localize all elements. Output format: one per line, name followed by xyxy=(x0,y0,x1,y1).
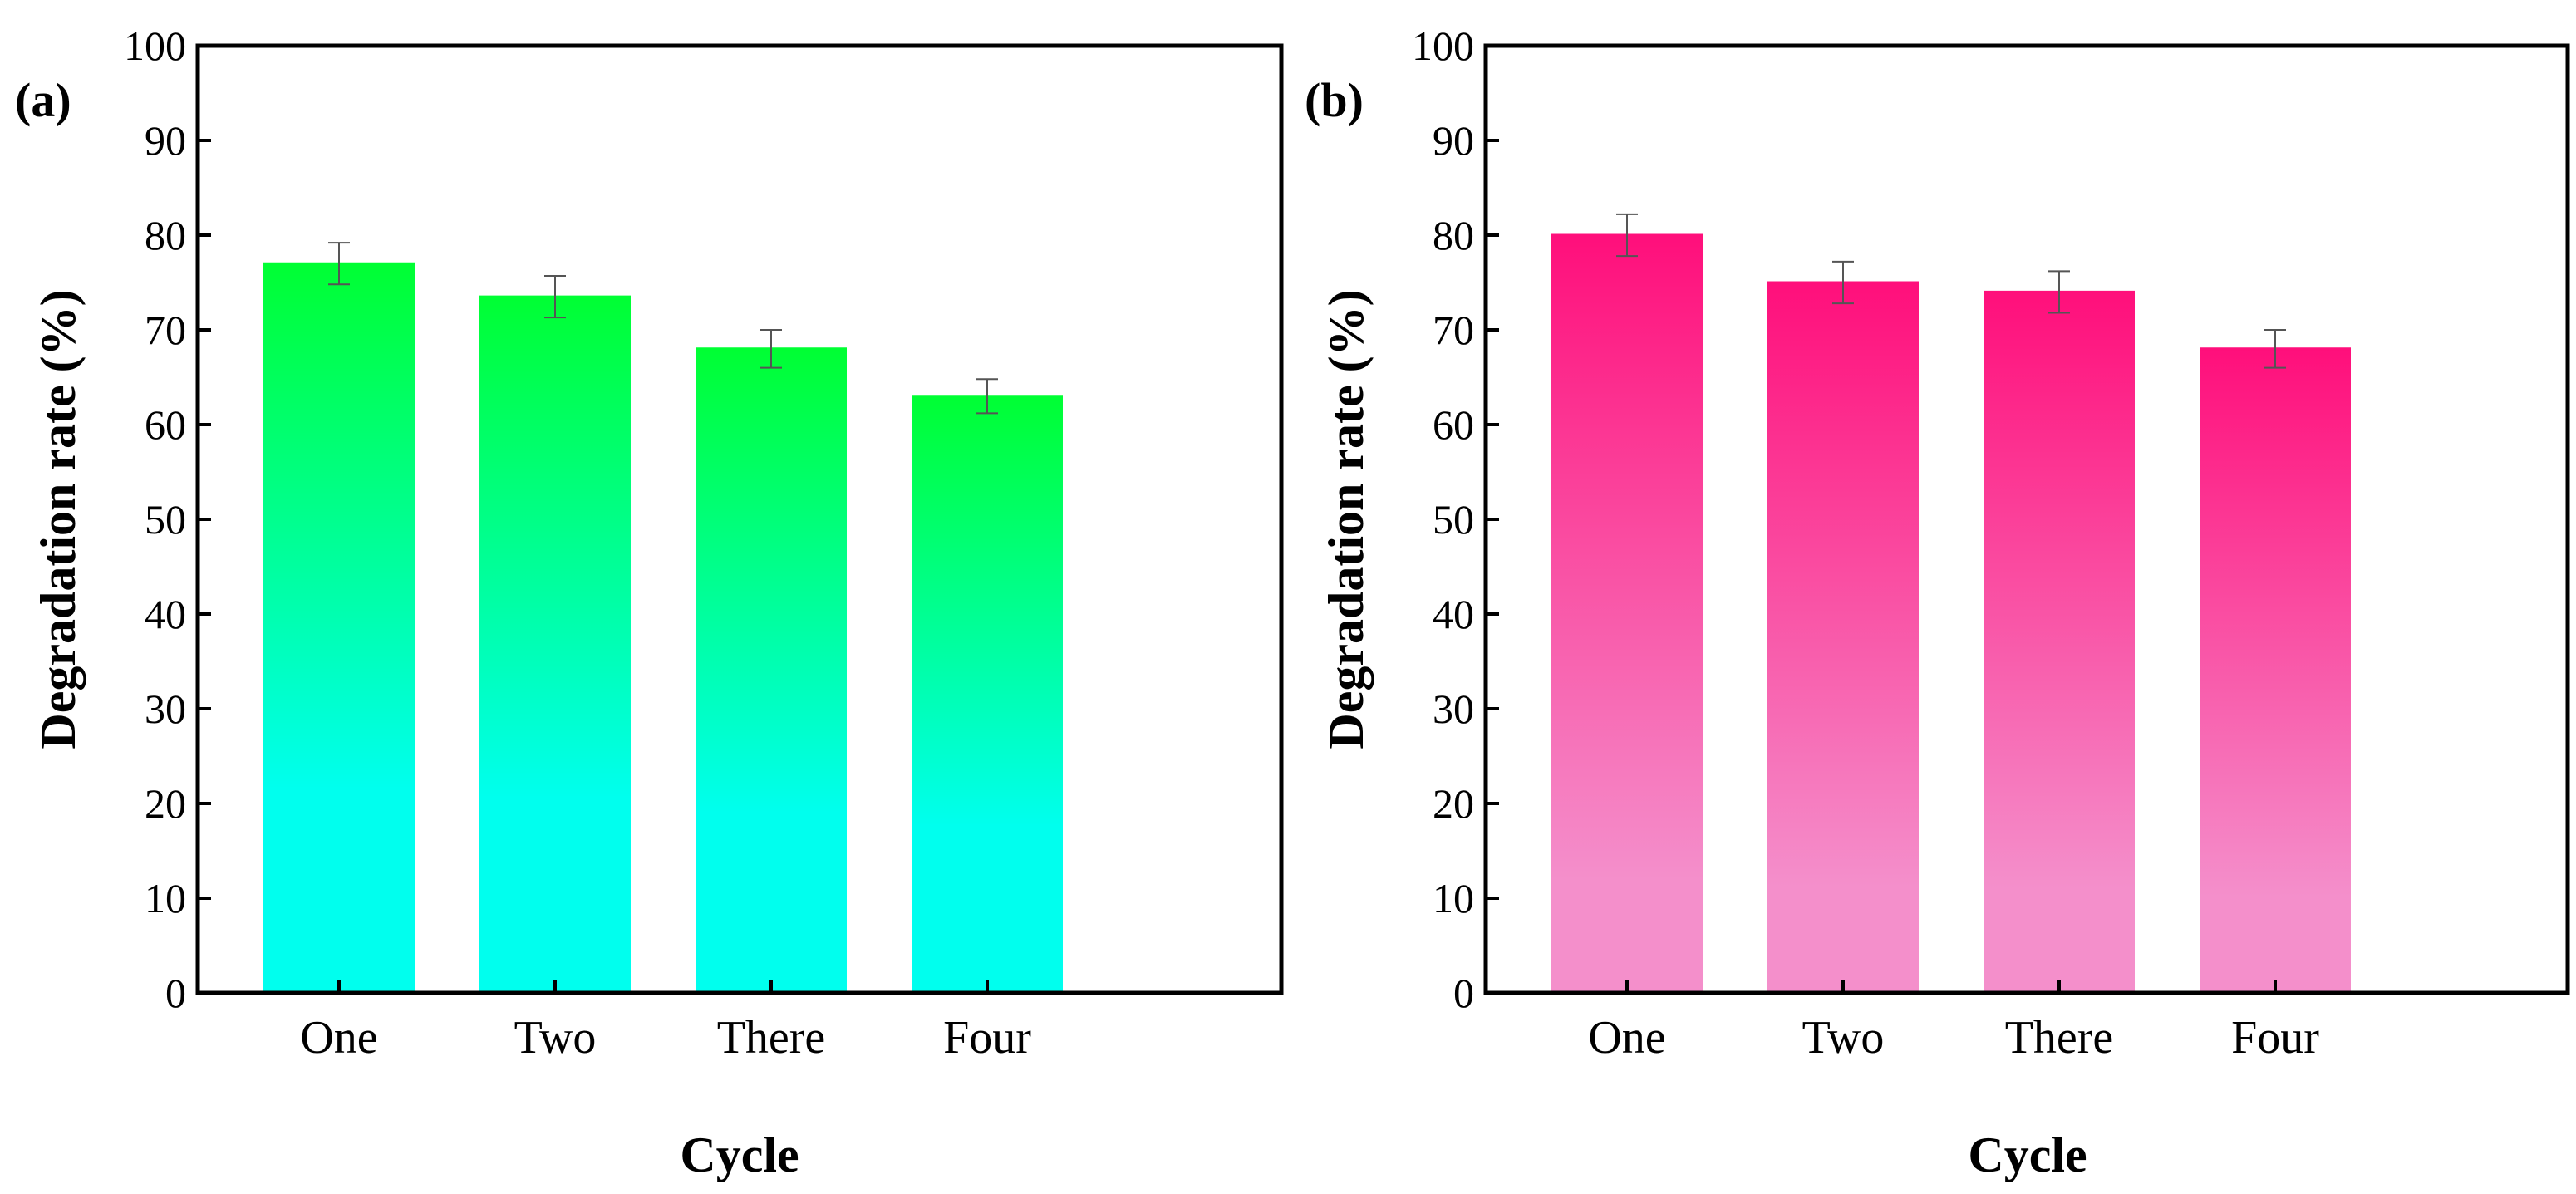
bar xyxy=(1551,235,1703,993)
y-axis-title: Degradation rate (%) xyxy=(1319,289,1374,749)
bars xyxy=(263,262,1063,994)
y-tick-label: 40 xyxy=(145,591,186,637)
y-axis-ticks: 0 10 20 30 40 50 60 70 80 90 100 xyxy=(1412,22,1499,1016)
panel-label: (b) xyxy=(1305,73,1364,127)
y-tick-label: 0 xyxy=(1453,970,1474,1016)
y-tick-label: 70 xyxy=(145,307,186,353)
y-tick-label: 90 xyxy=(145,117,186,164)
bar xyxy=(696,348,847,993)
plot-frame xyxy=(195,43,1284,995)
y-tick-label: 0 xyxy=(165,970,186,1016)
plot-frame xyxy=(1483,43,2570,995)
y-tick-label: 20 xyxy=(1433,780,1474,827)
y-axis-title: Degradation rate (%) xyxy=(31,289,86,749)
y-tick-label: 100 xyxy=(1412,22,1474,69)
x-tick-label: One xyxy=(300,1012,377,1064)
y-tick-label: 90 xyxy=(1433,117,1474,164)
y-tick-label: 40 xyxy=(1433,591,1474,637)
y-tick-label: 30 xyxy=(145,685,186,732)
x-axis-categories: One Two There Four xyxy=(1588,980,2319,1064)
y-tick-label: 70 xyxy=(1433,307,1474,353)
y-tick-label: 60 xyxy=(145,401,186,448)
bar xyxy=(479,297,631,994)
y-tick-label: 50 xyxy=(1433,496,1474,543)
y-tick-label: 80 xyxy=(1433,212,1474,258)
bars xyxy=(1551,233,2351,993)
x-tick-label: Two xyxy=(514,1012,597,1064)
bar xyxy=(263,263,415,993)
bar xyxy=(912,396,1063,993)
error-bars xyxy=(1616,213,2286,369)
x-tick-label: There xyxy=(2005,1012,2114,1064)
x-axis-categories: One Two There Four xyxy=(300,980,1031,1064)
y-tick-label: 20 xyxy=(145,780,186,827)
x-tick-label: Four xyxy=(943,1012,1031,1064)
x-tick-label: Two xyxy=(1802,1012,1885,1064)
y-tick-label: 60 xyxy=(1433,401,1474,448)
x-axis-title: Cycle xyxy=(1968,1128,2087,1182)
bar xyxy=(1984,292,2135,993)
y-tick-label: 50 xyxy=(145,496,186,543)
y-tick-label: 80 xyxy=(145,212,186,258)
panel-label: (a) xyxy=(15,73,71,127)
error-bars xyxy=(328,242,998,415)
y-tick-label: 10 xyxy=(145,875,186,921)
x-axis-title: Cycle xyxy=(680,1128,799,1182)
y-tick-label: 30 xyxy=(1433,685,1474,732)
bar xyxy=(1767,283,1919,993)
y-tick-label: 10 xyxy=(1433,875,1474,921)
chart-panel-b: (b) Degradation rate (%) Cycle 0 10 20 30 40… xyxy=(1305,22,2570,1182)
x-tick-label: One xyxy=(1588,1012,1665,1064)
y-axis-ticks: 0 10 20 30 40 50 60 70 80 90 100 xyxy=(124,22,211,1016)
chart-panel-a: (a) Degradation rate (%) Cycle 0 10 20 30 40… xyxy=(15,22,1284,1182)
x-tick-label: There xyxy=(717,1012,826,1064)
y-tick-label: 100 xyxy=(124,22,186,69)
bar xyxy=(2200,348,2351,993)
x-tick-label: Four xyxy=(2231,1012,2319,1064)
